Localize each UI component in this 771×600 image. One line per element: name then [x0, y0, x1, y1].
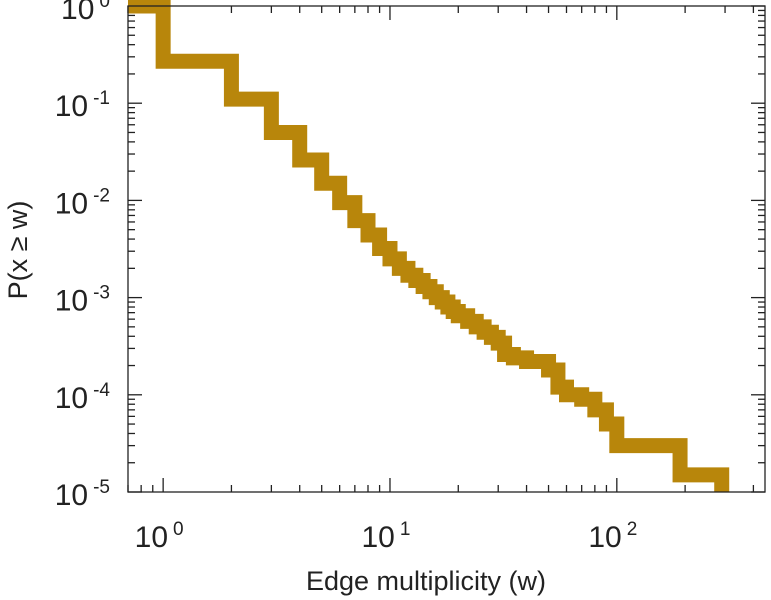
y-tick-label: 10 0	[61, 0, 110, 26]
y-tick-label: 10 -4	[55, 380, 111, 415]
ccdf-step-line	[128, 0, 730, 492]
y-tick-label: 10 -1	[55, 88, 110, 123]
x-tick-label: 10 1	[362, 519, 411, 554]
x-tick-label: 10 2	[588, 519, 637, 554]
plot-frame	[127, 5, 766, 493]
x-tick-labels: 10 0 10 1 10 2	[135, 519, 638, 554]
plot-background	[128, 6, 765, 492]
x-tick-label: 10 0	[135, 519, 184, 554]
y-tick-label: 10 -3	[55, 283, 110, 318]
y-axis-label: P(x ≥ w)	[3, 201, 33, 300]
y-tick-label: 10 -5	[55, 477, 110, 512]
x-axis-label: Edge multiplicity (w)	[306, 566, 546, 596]
y-tick-label: 10 -2	[55, 185, 110, 220]
